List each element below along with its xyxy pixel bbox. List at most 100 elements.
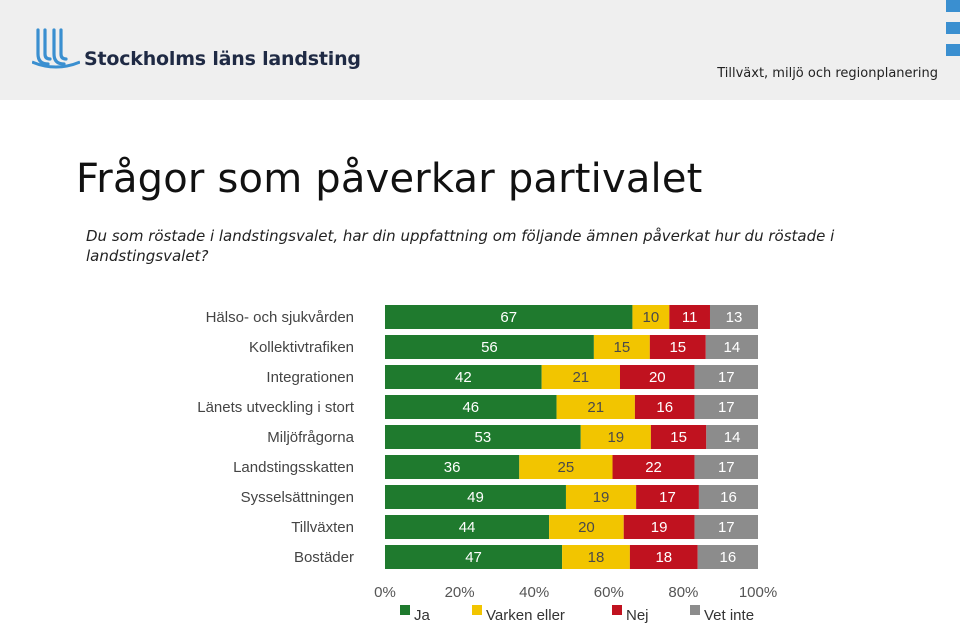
- legend-swatch-ja: [400, 605, 410, 615]
- bar-segment-varken-eller-lanets-utveckling-i-stort: [556, 395, 635, 419]
- category-label-miljofragorna: Miljöfrågorna: [267, 429, 354, 446]
- data-label-varken-eller-lanets-utveckling-i-stort: 21: [587, 399, 604, 416]
- data-label-ja-landstingsskatten: 36: [444, 459, 461, 476]
- legend-swatch-varken-eller: [472, 605, 482, 615]
- sll-logo-icon: [32, 28, 80, 69]
- bar-segment-nej-sysselsattningen: [636, 485, 699, 509]
- bar-segment-vet-inte-lanets-utveckling-i-stort: [694, 395, 758, 419]
- legend-label-varken-eller: Varken eller: [486, 607, 565, 624]
- bar-segment-vet-inte-bostader: [697, 545, 758, 569]
- x-tick-label-40: 40%: [519, 584, 549, 601]
- data-label-varken-eller-bostader: 18: [588, 549, 605, 566]
- data-label-ja-lanets-utveckling-i-stort: 46: [462, 399, 479, 416]
- bar-segment-nej-halso-och-sjukvarden: [669, 305, 710, 329]
- bar-segment-nej-miljofragorna: [650, 425, 707, 449]
- data-label-varken-eller-sysselsattningen: 19: [593, 489, 610, 506]
- bar-segment-ja-sysselsattningen: [385, 485, 566, 509]
- slide-title: Frågor som påverkar partivalet: [76, 156, 703, 202]
- bar-segment-vet-inte-integrationen: [694, 365, 758, 389]
- data-label-nej-landstingsskatten: 22: [645, 459, 662, 476]
- data-label-ja-integrationen: 42: [455, 369, 472, 386]
- legend-swatch-nej: [612, 605, 622, 615]
- question-text: Du som röstade i landstingsvalet, har di…: [86, 227, 835, 265]
- data-label-nej-kollektivtrafiken: 15: [669, 339, 686, 356]
- bar-segment-varken-eller-tillvaxten: [549, 515, 624, 539]
- header-bar: Stockholms läns landsting Tillväxt, milj…: [0, 0, 960, 100]
- bar-segment-varken-eller-halso-och-sjukvarden: [632, 305, 670, 329]
- bar-segment-ja-kollektivtrafiken: [385, 335, 594, 359]
- x-tick-label-60: 60%: [594, 584, 624, 601]
- corner-squares-icon: [946, 0, 960, 56]
- legend-swatch-vet-inte: [690, 605, 700, 615]
- bar-segment-ja-bostader: [385, 545, 563, 569]
- bar-segment-nej-lanets-utveckling-i-stort: [634, 395, 695, 419]
- bar-segment-varken-eller-landstingsskatten: [519, 455, 613, 479]
- bar-segment-ja-tillvaxten: [385, 515, 550, 539]
- bar-segment-ja-landstingsskatten: [385, 455, 520, 479]
- category-label-lanets-utveckling-i-stort: Länets utveckling i stort: [197, 399, 355, 416]
- data-label-vet-inte-miljofragorna: 14: [724, 429, 741, 446]
- x-tick-label-0: 0%: [374, 584, 396, 601]
- bar-segment-nej-integrationen: [619, 365, 695, 389]
- bar-segment-vet-inte-tillvaxten: [694, 515, 758, 539]
- data-label-varken-eller-miljofragorna: 19: [607, 429, 624, 446]
- category-label-sysselsattningen: Sysselsättningen: [241, 489, 354, 506]
- category-label-bostader: Bostäder: [294, 549, 354, 566]
- data-label-vet-inte-integrationen: 17: [718, 369, 735, 386]
- bar-segment-varken-eller-sysselsattningen: [565, 485, 637, 509]
- data-label-varken-eller-integrationen: 21: [572, 369, 589, 386]
- data-label-vet-inte-halso-och-sjukvarden: 13: [726, 309, 743, 326]
- bar-segment-nej-bostader: [629, 545, 698, 569]
- x-tick-label-80: 80%: [668, 584, 698, 601]
- x-tick-label-100: 100%: [739, 584, 777, 601]
- bar-segment-nej-kollektivtrafiken: [649, 335, 706, 359]
- bar-segment-varken-eller-kollektivtrafiken: [593, 335, 650, 359]
- bar-segment-vet-inte-sysselsattningen: [698, 485, 758, 509]
- data-label-nej-lanets-utveckling-i-stort: 16: [656, 399, 673, 416]
- logo-text: Stockholms läns landsting: [84, 48, 361, 70]
- legend-label-nej: Nej: [626, 607, 649, 624]
- data-label-nej-miljofragorna: 15: [670, 429, 687, 446]
- data-label-vet-inte-landstingsskatten: 17: [718, 459, 735, 476]
- data-label-nej-tillvaxten: 19: [651, 519, 668, 536]
- data-label-vet-inte-bostader: 16: [720, 549, 737, 566]
- category-label-halso-och-sjukvarden: Hälso- och sjukvården: [206, 309, 354, 326]
- data-label-ja-kollektivtrafiken: 56: [481, 339, 498, 356]
- data-label-vet-inte-sysselsattningen: 16: [720, 489, 737, 506]
- data-label-ja-sysselsattningen: 49: [467, 489, 484, 506]
- data-label-varken-eller-landstingsskatten: 25: [558, 459, 575, 476]
- data-label-nej-sysselsattningen: 17: [659, 489, 676, 506]
- bar-segment-ja-miljofragorna: [385, 425, 581, 449]
- data-label-ja-halso-och-sjukvarden: 67: [500, 309, 517, 326]
- bar-segment-varken-eller-bostader: [562, 545, 630, 569]
- data-label-ja-tillvaxten: 44: [459, 519, 476, 536]
- bar-segment-vet-inte-miljofragorna: [706, 425, 758, 449]
- data-label-varken-eller-tillvaxten: 20: [578, 519, 595, 536]
- bar-segment-ja-lanets-utveckling-i-stort: [385, 395, 557, 419]
- category-label-kollektivtrafiken: Kollektivtrafiken: [249, 339, 354, 356]
- department-name: Tillväxt, miljö och regionplanering: [717, 66, 938, 81]
- data-label-vet-inte-lanets-utveckling-i-stort: 17: [718, 399, 735, 416]
- category-label-landstingsskatten: Landstingsskatten: [233, 459, 354, 476]
- bar-segment-vet-inte-halso-och-sjukvarden: [709, 305, 758, 329]
- bar-segment-vet-inte-kollektivtrafiken: [705, 335, 758, 359]
- legend-label-ja: Ja: [414, 607, 431, 624]
- bar-segment-varken-eller-miljofragorna: [580, 425, 651, 449]
- data-label-ja-bostader: 47: [465, 549, 482, 566]
- data-label-nej-bostader: 18: [655, 549, 672, 566]
- data-label-nej-halso-och-sjukvarden: 11: [682, 309, 698, 326]
- data-label-nej-integrationen: 20: [649, 369, 666, 386]
- bar-segment-nej-tillvaxten: [623, 515, 695, 539]
- data-label-vet-inte-kollektivtrafiken: 14: [724, 339, 741, 356]
- data-label-varken-eller-halso-och-sjukvarden: 10: [643, 309, 660, 326]
- x-tick-label-20: 20%: [445, 584, 475, 601]
- bar-segment-nej-landstingsskatten: [612, 455, 695, 479]
- bar-segment-varken-eller-integrationen: [541, 365, 620, 389]
- data-label-vet-inte-tillvaxten: 17: [718, 519, 735, 536]
- legend-label-vet-inte: Vet inte: [704, 607, 754, 624]
- data-label-varken-eller-kollektivtrafiken: 15: [614, 339, 631, 356]
- category-label-tillvaxten: Tillväxten: [291, 519, 354, 536]
- bar-segment-vet-inte-landstingsskatten: [694, 455, 758, 479]
- data-label-ja-miljofragorna: 53: [475, 429, 492, 446]
